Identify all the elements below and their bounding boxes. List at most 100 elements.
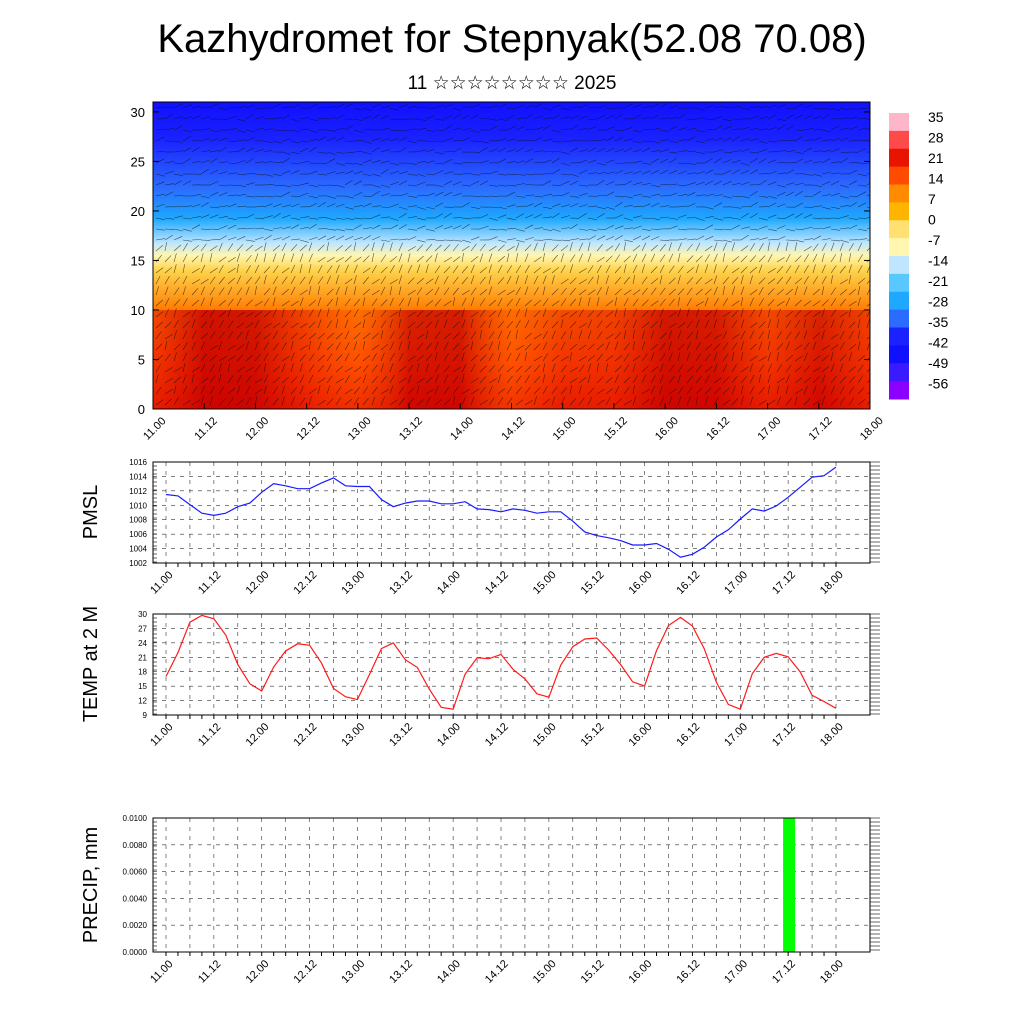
wind-barb <box>533 299 541 307</box>
wind-barb <box>254 161 264 164</box>
wind-barb <box>200 137 210 142</box>
wind-barb <box>479 386 486 395</box>
wind-barb <box>866 194 870 197</box>
wind-barb <box>191 255 199 263</box>
wind-barb <box>659 363 664 373</box>
wind-barb <box>353 341 358 351</box>
wind-barb <box>497 158 507 164</box>
wind-barb <box>416 277 424 285</box>
wind-barb <box>227 217 237 220</box>
wind-barb <box>218 107 228 110</box>
wind-barb <box>308 195 318 199</box>
wind-barb <box>740 385 744 395</box>
wind-barb <box>164 114 173 120</box>
wind-barb <box>452 297 456 307</box>
wind-barb <box>560 180 570 186</box>
wind-barb <box>254 217 265 219</box>
wind-barb <box>713 264 717 274</box>
wind-barb <box>398 242 403 252</box>
wind-barb <box>731 242 735 252</box>
wind-barb <box>398 104 408 109</box>
wind-barb <box>353 366 362 373</box>
wind-barb <box>317 276 324 285</box>
wind-barb <box>164 367 173 373</box>
wind-barb <box>740 275 744 285</box>
wind-barb <box>686 203 696 208</box>
wind-barb <box>461 239 471 243</box>
wind-barb <box>200 385 206 395</box>
wind-barb <box>866 239 870 241</box>
wind-barb <box>650 193 660 197</box>
wind-barb <box>272 161 283 164</box>
wind-barb <box>785 242 789 252</box>
wind-barb <box>416 244 424 252</box>
wind-barb <box>353 162 363 166</box>
wind-barb <box>434 398 442 406</box>
wind-barb <box>497 374 501 384</box>
wind-barb <box>839 127 849 131</box>
wind-barb <box>749 243 755 252</box>
wind-barb <box>182 374 187 384</box>
wind-barb <box>443 257 452 263</box>
wind-barb <box>812 107 823 110</box>
wind-barb <box>722 342 729 351</box>
wind-barb <box>461 136 471 142</box>
wind-barb <box>524 244 532 252</box>
wind-barb <box>803 254 809 263</box>
wind-barb <box>542 193 552 197</box>
wind-barb <box>344 206 354 210</box>
wind-barb <box>182 385 188 395</box>
wind-barb <box>749 363 753 373</box>
wind-barb <box>668 388 677 395</box>
wind-barb <box>236 205 247 208</box>
wind-barb <box>623 138 633 142</box>
wind-barb <box>641 162 651 165</box>
wind-barb <box>434 299 442 307</box>
wind-barb <box>182 180 192 186</box>
wind-barb <box>614 385 620 395</box>
wind-barb <box>758 106 768 109</box>
wind-barb <box>623 147 633 153</box>
wind-barb <box>416 354 424 362</box>
wind-barb <box>461 388 470 395</box>
wind-barb <box>533 287 539 296</box>
wind-barb <box>542 150 552 153</box>
wind-barb <box>578 385 582 395</box>
wind-barb <box>830 118 841 120</box>
wind-barb <box>830 161 840 164</box>
wind-barb <box>803 246 812 252</box>
pmsl-y-tick-label: 1004 <box>129 545 147 554</box>
wind-barb <box>839 253 842 263</box>
wind-barb <box>722 242 727 252</box>
wind-barb <box>650 114 660 120</box>
wind-barb <box>308 364 315 373</box>
wind-barb <box>416 399 425 406</box>
wind-barb <box>830 107 840 111</box>
wind-barb <box>578 377 587 384</box>
wind-barb <box>434 385 439 395</box>
wind-barb <box>380 276 387 285</box>
wind-barb <box>686 136 696 142</box>
wind-barb <box>866 216 870 219</box>
wind-barb <box>434 118 444 121</box>
wind-barb <box>677 352 681 362</box>
wind-barb <box>434 265 441 274</box>
temperature-x-tick-label: 16.12 <box>674 721 702 749</box>
wind-barb <box>326 195 336 199</box>
wind-barb <box>173 228 183 232</box>
wind-barb <box>515 195 525 198</box>
wind-barb <box>308 333 317 340</box>
wind-barb <box>209 103 219 109</box>
wind-barb <box>830 192 840 197</box>
wind-barb <box>200 116 210 120</box>
temperature-y-tick-label: 12 <box>138 697 147 706</box>
wind-barb <box>821 129 831 133</box>
wind-barb <box>803 377 812 384</box>
pmsl-y-tick-label: 1010 <box>129 501 147 510</box>
wind-barb <box>524 128 534 131</box>
wind-barb <box>308 184 318 187</box>
wind-barb <box>839 311 848 318</box>
wind-barb <box>578 238 588 241</box>
wind-barb <box>209 253 213 263</box>
wind-barb <box>272 276 279 285</box>
